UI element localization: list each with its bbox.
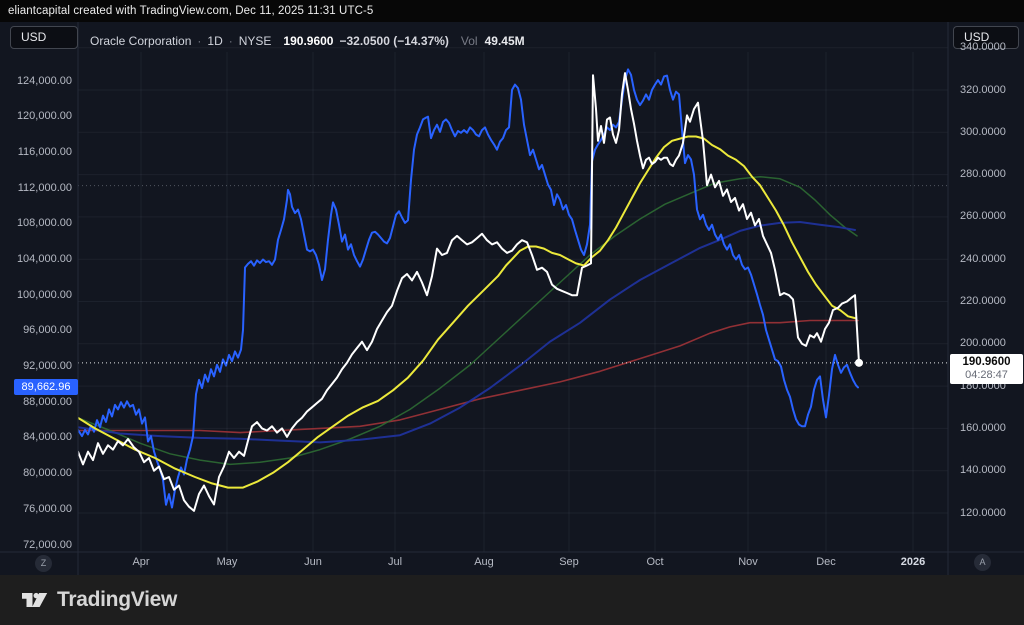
left-axis-tick: 108,000.00 [16,217,72,230]
session-countdown: 04:28:47 [965,368,1008,381]
right-axis-tick: 340.0000 [960,41,1006,54]
series-navy-ma [78,221,856,444]
left-axis-tick: 104,000.00 [16,252,72,265]
last-price: 190.9600 [283,34,334,48]
series-btc-blue [78,68,859,509]
left-axis-tick: 124,000.00 [16,74,72,87]
right-axis-tick: 280.0000 [960,168,1006,181]
right-axis-tick: 120.0000 [960,506,1006,519]
symbol-exchange: NYSE [238,34,272,48]
right-axis-tick: 300.0000 [960,125,1006,138]
right-axis-tick: 240.0000 [960,252,1006,265]
left-axis-tick: 112,000.00 [17,181,72,194]
left-scale-reset-button[interactable]: Z [35,555,52,572]
time-axis-label: Apr [132,556,150,568]
series-red-ma [78,319,859,434]
symbol-title[interactable]: Oracle Corporation [90,34,192,48]
separator-dot: · [228,34,233,48]
left-axis-tick: 92,000.00 [23,360,72,373]
left-axis-tick: 120,000.00 [16,110,72,123]
left-axis-tick: 96,000.00 [23,324,72,337]
separator-dot: · [197,34,202,48]
right-axis-tick: 260.0000 [960,210,1006,223]
symbol-interval[interactable]: 1D [207,34,223,48]
right-axis-tick: 160.0000 [960,421,1006,434]
chart-pane[interactable]: Oracle Corporation · 1D · NYSE 190.9600 … [0,22,1024,575]
left-axis-tick: 72,000.00 [23,538,72,551]
right-axis-tick: 220.0000 [960,295,1006,307]
tradingview-logo-icon[interactable] [21,588,48,612]
tradingview-wordmark[interactable]: TradingView [57,588,178,611]
orcl-current-price: 190.9600 [962,355,1011,368]
time-axis-label: Sep [559,556,579,568]
left-axis-tick: 100,000.00 [16,288,72,301]
right-axis-tick: 200.0000 [960,337,1006,350]
btc-current-price-label: 89,662.96 [14,379,78,396]
right-scale-reset-button[interactable]: A [974,554,991,571]
left-axis-tick: 80,000.00 [23,467,72,480]
symbol-info-row: Oracle Corporation · 1D · NYSE 190.9600 … [90,30,525,52]
left-axis-currency-button[interactable]: USD [10,26,78,49]
right-axis-currency-button[interactable]: USD [953,26,1019,49]
volume-value: 49.45M [484,34,525,48]
left-axis-tick: 76,000.00 [23,502,72,515]
time-axis-label: Dec [816,556,836,568]
attribution-bar: eliantcapital created with TradingView.c… [0,0,1024,22]
series-yellow-ma [78,135,857,489]
left-axis-tick: 84,000.00 [23,431,72,444]
price-change: −32.0500 (−14.37%) [339,34,449,48]
time-axis-label: Jul [387,556,403,568]
volume-label: Vol [460,34,478,48]
left-axis-tick: 116,000.00 [17,145,72,158]
right-axis-tick: 320.0000 [960,83,1006,96]
left-axis-tick: 88,000.00 [23,395,72,408]
time-axis-label: Aug [474,556,494,568]
time-axis-label: Nov [738,556,758,568]
series-green-ma [78,175,858,466]
time-axis-label: May [216,556,238,568]
right-axis-tick: 140.0000 [960,464,1006,477]
footer-bar: TradingView [0,575,1024,625]
time-axis-label: 2026 [900,556,926,568]
attribution-text: eliantcapital created with TradingView.c… [8,5,374,17]
orcl-current-price-label: 190.9600 04:28:47 [950,353,1023,384]
time-axis-label: Oct [646,556,664,568]
time-axis-label: Jun [304,556,322,568]
series-oracle-white [78,72,860,512]
